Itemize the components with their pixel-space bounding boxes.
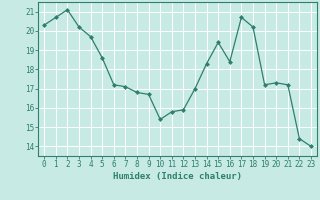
X-axis label: Humidex (Indice chaleur): Humidex (Indice chaleur) [113, 172, 242, 181]
